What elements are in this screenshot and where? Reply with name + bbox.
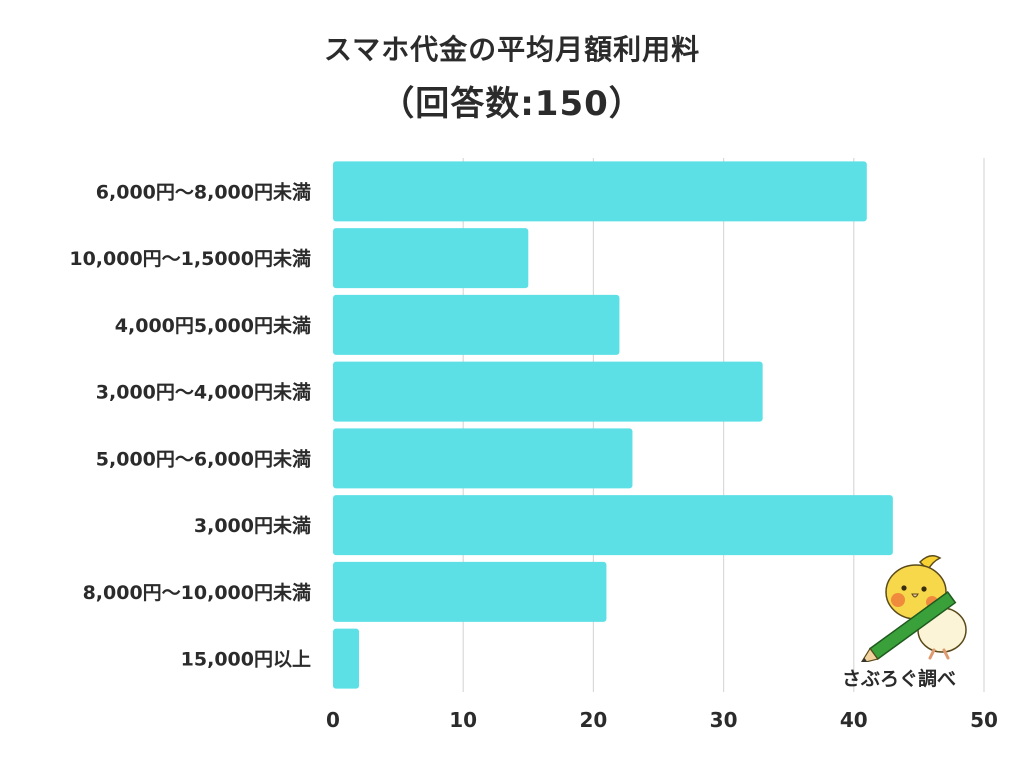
chart-title: スマホ代金の平均月額利用料 [323,33,701,66]
x-tick-label-20: 20 [579,708,607,732]
bar-8 [333,628,360,689]
x-tick-label-0: 0 [326,708,340,732]
bar-6 [333,495,893,556]
category-label-2: 10,000円～1,5000円未満 [69,247,311,270]
category-label-8: 15,000円以上 [181,649,311,671]
x-tick-label-50: 50 [970,708,998,732]
bar-3 [333,294,620,355]
x-tick-label-30: 30 [710,708,738,732]
category-label-5: 5,000円～6,000円未満 [96,447,311,470]
category-label-1: 6,000円～8,000円未満 [96,180,311,203]
category-label-3: 4,000円5,000円未満 [115,314,311,337]
bar-4 [333,361,763,422]
category-label-7: 8,000円～10,000円未満 [83,581,311,604]
x-tick-label-40: 40 [840,708,868,732]
bar-5 [333,428,633,489]
cockatiel-with-pencil-icon [859,555,967,662]
x-tick-label-10: 10 [449,708,477,732]
category-label-4: 3,000円～4,000円未満 [96,381,311,404]
chart-subtitle: （回答数:150） [380,84,644,124]
bar-2 [333,228,529,289]
bar-1 [333,161,867,222]
bar-7 [333,561,607,622]
category-label-6: 3,000円未満 [194,514,311,537]
credit-label: さぶろぐ調べ [842,668,957,690]
